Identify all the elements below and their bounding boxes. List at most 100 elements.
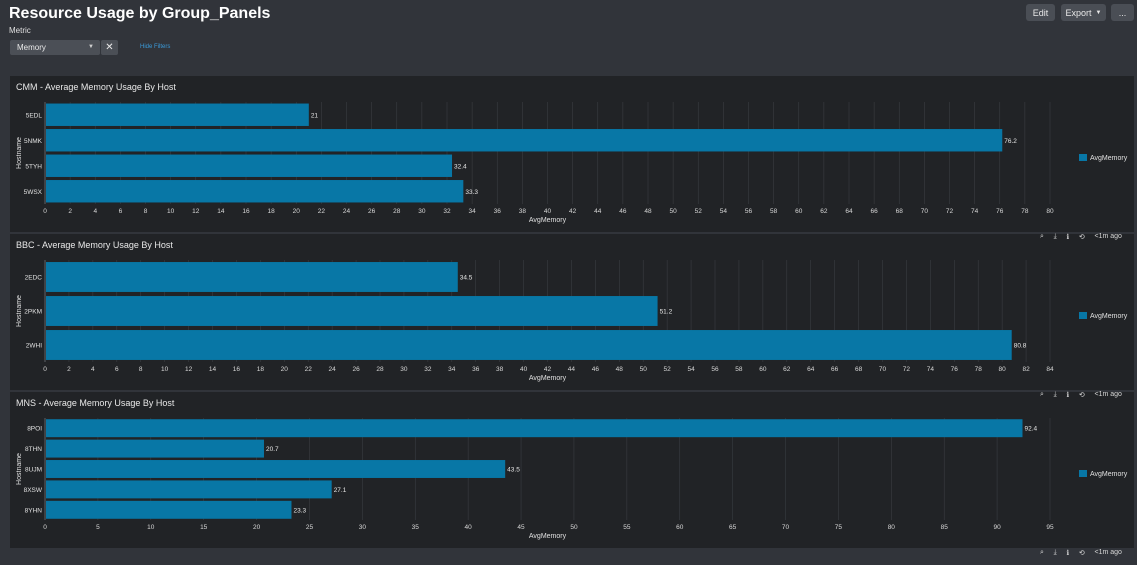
x-tick-label: 8 <box>144 208 148 215</box>
bar <box>46 500 292 519</box>
more-button[interactable]: ... <box>1111 4 1134 21</box>
x-tick-label: 78 <box>975 366 983 373</box>
x-tick-label: 14 <box>217 208 225 215</box>
y-axis-title: Hostname <box>16 137 23 169</box>
x-tick-label: 44 <box>594 208 602 215</box>
caret-down-icon: ▼ <box>88 44 94 50</box>
legend-swatch <box>1079 154 1087 161</box>
x-tick-label: 44 <box>568 366 576 373</box>
x-axis-title: AvgMemory <box>529 217 567 224</box>
export-button[interactable]: Export ▼ <box>1061 4 1106 21</box>
x-tick-label: 80 <box>1046 208 1054 215</box>
x-tick-label: 48 <box>644 208 652 215</box>
x-axis-title: AvgMemory <box>529 533 567 540</box>
refresh-icon[interactable]: ⟲ <box>1078 391 1085 399</box>
y-tick-label: 2WHI <box>26 343 42 350</box>
data-label: 34.5 <box>460 275 473 282</box>
search-icon[interactable]: ⌕ <box>1040 548 1044 556</box>
data-label: 23.3 <box>293 507 306 514</box>
panel-tools: ⌕ ⤓ ℹ ⟲ <1m ago <box>1036 388 1126 401</box>
bar <box>46 480 332 499</box>
bar <box>46 103 309 126</box>
x-tick-label: 75 <box>835 524 843 531</box>
search-icon[interactable]: ⌕ <box>1040 390 1044 398</box>
x-tick-label: 20 <box>253 524 261 531</box>
x-tick-label: 12 <box>185 366 193 373</box>
x-tick-label: 8 <box>139 366 143 373</box>
x-tick-label: 95 <box>1046 524 1054 531</box>
x-tick-label: 54 <box>720 208 728 215</box>
panel-tools: ⌕ ⤓ ℹ ⟲ <1m ago <box>1036 230 1126 243</box>
y-axis-title: Hostname <box>16 453 23 485</box>
x-tick-label: 72 <box>946 208 954 215</box>
x-tick-label: 16 <box>233 366 241 373</box>
y-tick-label: 8YHN <box>25 507 43 514</box>
x-tick-label: 82 <box>1022 366 1030 373</box>
x-tick-label: 15 <box>200 524 208 531</box>
x-tick-label: 56 <box>745 208 753 215</box>
y-tick-label: 2PKM <box>24 309 42 316</box>
legend-label: AvgMemory <box>1090 313 1128 320</box>
x-tick-label: 26 <box>368 208 376 215</box>
x-tick-label: 24 <box>343 208 351 215</box>
clear-metric-button[interactable]: ✕ <box>101 40 118 55</box>
legend-label: AvgMemory <box>1090 471 1128 478</box>
x-tick-label: 20 <box>293 208 301 215</box>
refresh-icon[interactable]: ⟲ <box>1078 549 1085 557</box>
x-tick-label: 62 <box>783 366 791 373</box>
export-label: Export <box>1065 7 1092 18</box>
metric-select[interactable]: Memory ▼ <box>10 40 100 55</box>
x-tick-label: 30 <box>418 208 426 215</box>
info-icon[interactable]: ℹ <box>1066 549 1070 557</box>
y-tick-label: 5NMK <box>24 138 43 145</box>
search-icon[interactable]: ⌕ <box>1040 232 1044 240</box>
x-tick-label: 46 <box>592 366 600 373</box>
refresh-icon[interactable]: ⟲ <box>1078 233 1085 241</box>
y-tick-label: 5EDL <box>26 112 43 119</box>
time-label: <1m ago <box>1094 233 1122 240</box>
data-label: 33.3 <box>465 189 478 196</box>
x-tick-label: 58 <box>735 366 743 373</box>
bar <box>46 154 453 177</box>
download-icon[interactable]: ⤓ <box>1053 548 1057 556</box>
x-tick-label: 42 <box>544 366 552 373</box>
data-label: 76.2 <box>1004 138 1017 145</box>
edit-button[interactable]: Edit <box>1026 4 1055 21</box>
x-tick-label: 66 <box>831 366 839 373</box>
bar <box>46 180 464 203</box>
x-tick-label: 60 <box>759 366 767 373</box>
x-tick-label: 50 <box>640 366 648 373</box>
x-tick-label: 32 <box>424 366 432 373</box>
y-tick-label: 5TYH <box>25 163 42 170</box>
x-tick-label: 5 <box>96 524 100 531</box>
x-tick-label: 60 <box>795 208 803 215</box>
y-tick-label: 8XSW <box>24 487 43 494</box>
hide-filters-link[interactable]: Hide Filters <box>140 44 171 50</box>
x-tick-label: 25 <box>306 524 314 531</box>
bar <box>46 129 1003 152</box>
x-tick-label: 2 <box>67 366 71 373</box>
x-tick-label: 66 <box>871 208 879 215</box>
time-label: <1m ago <box>1094 549 1122 556</box>
x-tick-label: 20 <box>281 366 289 373</box>
x-tick-label: 30 <box>359 524 367 531</box>
x-tick-label: 76 <box>951 366 959 373</box>
x-tick-label: 50 <box>570 524 578 531</box>
caret-down-icon: ▼ <box>1095 9 1102 16</box>
x-tick-label: 40 <box>520 366 528 373</box>
x-tick-label: 0 <box>43 208 47 215</box>
info-icon[interactable]: ℹ <box>1066 233 1070 241</box>
download-icon[interactable]: ⤓ <box>1053 232 1057 240</box>
x-tick-label: 16 <box>242 208 250 215</box>
x-tick-label: 6 <box>119 208 123 215</box>
x-tick-label: 18 <box>268 208 276 215</box>
download-icon[interactable]: ⤓ <box>1053 390 1057 398</box>
x-tick-label: 70 <box>921 208 929 215</box>
bar-chart: 0 5 10 15 20 25 30 35 40 45 50 55 60 65 70 75 80 85 90 95 92… <box>16 418 1128 540</box>
info-icon[interactable]: ℹ <box>1066 391 1070 399</box>
x-tick-label: 12 <box>192 208 200 215</box>
x-tick-label: 78 <box>1021 208 1029 215</box>
data-label: 80.8 <box>1014 343 1027 350</box>
x-tick-label: 32 <box>443 208 451 215</box>
